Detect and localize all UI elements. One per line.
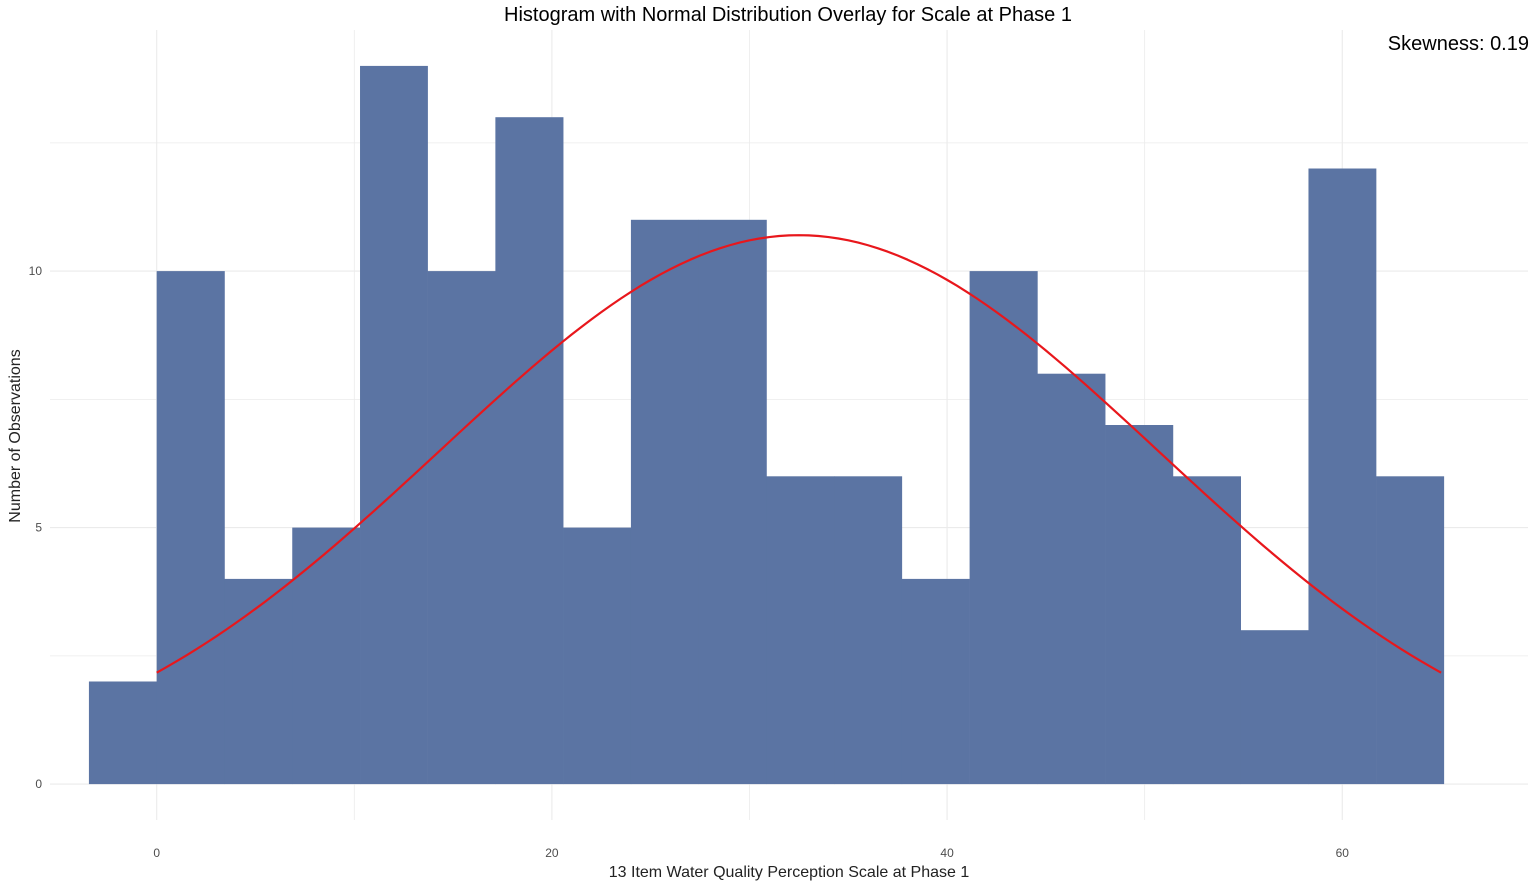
y-tick-labels: 0 5 10 [29, 264, 43, 791]
chart-title: Histogram with Normal Distribution Overl… [504, 4, 1072, 26]
histogram-bar [766, 476, 835, 785]
normal-curve [156, 234, 1442, 674]
y-tick-label: 10 [29, 264, 43, 278]
y-tick-label: 5 [35, 521, 42, 535]
histogram-bar [630, 219, 699, 785]
x-tick-label: 40 [940, 846, 954, 860]
histogram-bar [292, 527, 361, 785]
histogram-bar [969, 271, 1038, 785]
histogram-bar [360, 65, 428, 785]
histogram-bar [698, 219, 767, 785]
skewness-annotation: Skewness: 0.19 [1388, 33, 1529, 55]
histogram-bar [901, 578, 970, 785]
y-tick-label: 0 [35, 777, 42, 791]
x-tick-label: 60 [1336, 846, 1350, 860]
histogram-bar [427, 271, 496, 785]
histogram-bar [1105, 425, 1174, 785]
x-tick-label: 20 [545, 846, 559, 860]
histogram-bar [1240, 630, 1309, 785]
histogram-bars [88, 65, 1445, 785]
histogram-bar [495, 117, 564, 785]
histogram-bar [88, 681, 158, 785]
x-tick-labels: 0 20 40 60 [153, 846, 1349, 860]
histogram-bar [156, 271, 225, 785]
x-tick-label: 0 [153, 846, 160, 860]
histogram-bar [834, 476, 903, 785]
histogram-bar [1037, 373, 1106, 785]
histogram-bar [1376, 476, 1445, 785]
histogram-bar [1308, 168, 1377, 785]
y-axis-title: Number of Observations [7, 349, 24, 522]
histogram-bar [563, 527, 632, 785]
histogram-bar [224, 578, 293, 785]
x-axis-title: 13 Item Water Quality Perception Scale a… [609, 864, 970, 881]
histogram-bar [1172, 476, 1241, 785]
